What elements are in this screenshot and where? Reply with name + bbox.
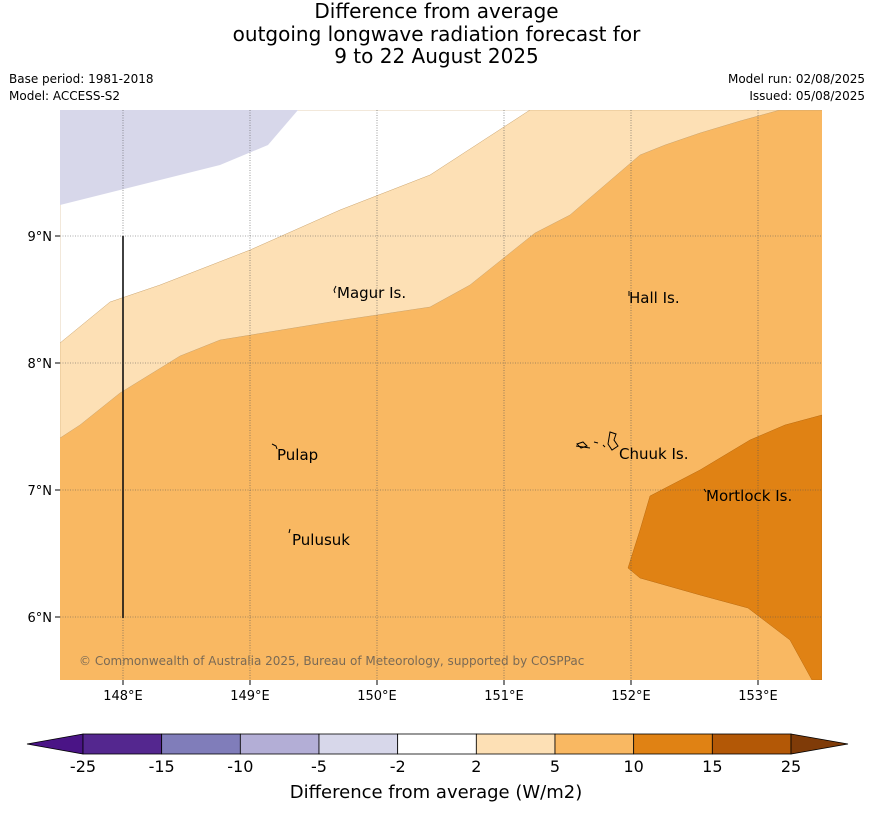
islands (271, 285, 707, 534)
colorbar-tick-label: -15 (149, 757, 175, 776)
x-tick-150: 150°E (357, 689, 397, 704)
label-pulap: Pulap (277, 446, 318, 464)
chart-title: Difference from average outgoing longwav… (0, 0, 873, 68)
colorbar-segment (554, 733, 635, 755)
island-mortlock (703, 488, 707, 493)
colorbar-extend-low (26, 733, 84, 755)
colorbar-tick-label: -25 (70, 757, 96, 776)
colorbar-tick-label: 5 (550, 757, 560, 776)
colorbar-segments (26, 733, 849, 755)
x-tick-148: 148°E (103, 689, 143, 704)
meta-left: Base period: 1981-2018 Model: ACCESS-S2 (9, 71, 154, 105)
label-pulusuk: Pulusuk (292, 531, 350, 549)
colorbar-tick-label: -10 (227, 757, 253, 776)
base-period: Base period: 1981-2018 (9, 72, 154, 86)
colorbar-segment (633, 733, 713, 755)
y-tick-6n: 6°N (28, 611, 53, 626)
label-magur: Magur Is. (337, 284, 406, 302)
colorbar-tick-label: -2 (390, 757, 406, 776)
meta-right: Model run: 02/08/2025 Issued: 05/08/2025 (728, 71, 865, 105)
x-tick-149: 149°E (230, 689, 270, 704)
x-tick-153: 153°E (738, 689, 778, 704)
x-tick-151: 151°E (484, 689, 524, 704)
copyright-notice: © Commonwealth of Australia 2025, Bureau… (79, 654, 584, 668)
colorbar-segment (318, 733, 399, 755)
colorbar-tick-label: 10 (623, 757, 643, 776)
colorbar-segment (82, 733, 163, 755)
colorbar-tick-label: 15 (702, 757, 722, 776)
colorbar-segment (711, 733, 792, 755)
x-tick-152: 152°E (611, 689, 651, 704)
island-magur (333, 285, 337, 294)
colorbar-segment (475, 733, 556, 755)
field-light-negative (60, 110, 298, 205)
island-chuuk-lagoon (575, 431, 619, 451)
label-mortlock: Mortlock Is. (706, 487, 792, 505)
title-line-2: outgoing longwave radiation forecast for (232, 21, 641, 46)
colorbar-tick-label: 25 (781, 757, 801, 776)
island-pulap (271, 443, 278, 450)
y-tick-8n: 8°N (28, 357, 53, 372)
colorbar-ticks: -25 -15 -10 -5 -2 2 5 10 15 25 (70, 757, 801, 776)
y-tick-7n: 7°N (28, 484, 53, 499)
y-axis: 9°N 8°N 7°N 6°N (28, 230, 60, 626)
field-strong-positive (627, 414, 822, 680)
colorbar-tick-label: -5 (311, 757, 327, 776)
colorbar-title: Difference from average (W/m2) (290, 782, 582, 803)
colorbar-segment (161, 733, 241, 755)
model-run: Model run: 02/08/2025 (727, 72, 865, 86)
island-pulusuk (288, 528, 291, 534)
y-tick-9n: 9°N (28, 230, 53, 245)
label-chuuk: Chuuk Is. (619, 445, 688, 463)
title-line-1: Difference from average (314, 0, 559, 23)
colorbar-segment (397, 733, 477, 755)
label-hall: Hall Is. (629, 289, 680, 307)
gridlines (60, 110, 822, 680)
colorbar-tick-label: 2 (471, 757, 481, 776)
colorbar: -25 -15 -10 -5 -2 2 5 10 15 25 Difference from av… (26, 733, 849, 803)
model-name: Model: ACCESS-S2 (9, 89, 121, 103)
colorbar-extend-high (790, 733, 849, 755)
x-axis: 148°E 149°E 150°E 151°E 152°E 153°E (103, 680, 778, 704)
title-line-3: 9 to 22 August 2025 (334, 44, 539, 68)
issued-date: Issued: 05/08/2025 (749, 89, 865, 103)
colorbar-segment (239, 733, 320, 755)
map-area: Magur Is. Hall Is. Pulap Chuuk Is. Mortl… (60, 110, 822, 680)
